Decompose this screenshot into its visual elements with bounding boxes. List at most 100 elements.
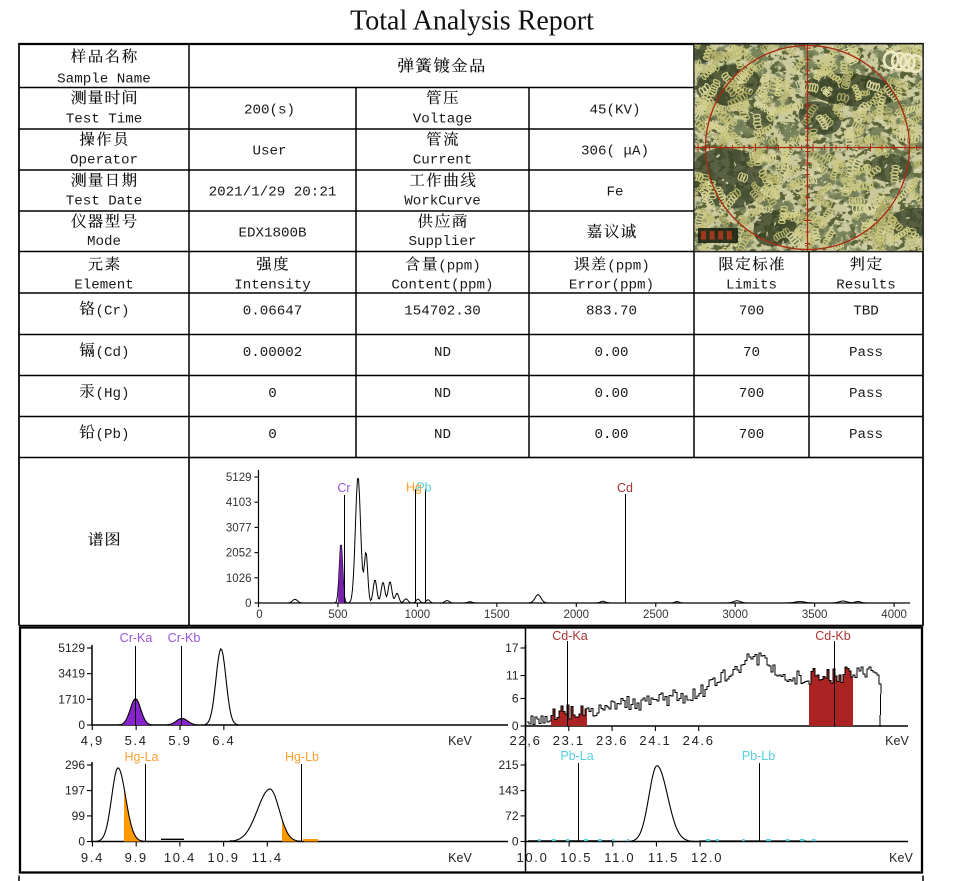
svg-text:5129: 5129 <box>226 472 252 484</box>
svg-text:Limits: Limits <box>726 277 777 293</box>
svg-text:200(s): 200(s) <box>244 102 295 118</box>
svg-text:Sample Name: Sample Name <box>57 72 151 88</box>
svg-text:4103: 4103 <box>226 497 252 509</box>
svg-text:ND: ND <box>434 345 451 361</box>
svg-text:0: 0 <box>256 609 262 621</box>
svg-text:TBD: TBD <box>853 303 879 319</box>
svg-text:Test Time: Test Time <box>66 112 143 128</box>
svg-text:700: 700 <box>739 386 765 402</box>
svg-text:(ppm): (ppm) <box>438 259 481 275</box>
svg-text:11.0: 11.0 <box>604 850 635 865</box>
svg-text:0.06647: 0.06647 <box>243 303 303 319</box>
svg-text:1000: 1000 <box>405 609 431 621</box>
svg-text:0: 0 <box>78 835 85 849</box>
svg-text:0: 0 <box>245 598 251 610</box>
svg-text:EDX1800B: EDX1800B <box>238 225 306 241</box>
svg-text:1026: 1026 <box>226 573 252 585</box>
svg-text:Cd-Kb: Cd-Kb <box>815 629 850 643</box>
svg-text:WorkCurve: WorkCurve <box>404 194 481 210</box>
svg-text:Pass: Pass <box>849 345 883 361</box>
svg-text:5129: 5129 <box>58 641 85 655</box>
svg-text:9.9: 9.9 <box>125 850 148 865</box>
svg-text:Total Analysis Report: Total Analysis Report <box>350 6 594 37</box>
svg-text:Mode: Mode <box>87 234 121 250</box>
svg-text:1500: 1500 <box>484 609 510 621</box>
svg-text:4,9: 4,9 <box>81 733 104 748</box>
svg-text:KeV: KeV <box>885 734 909 748</box>
svg-text:11.5: 11.5 <box>648 850 679 865</box>
svg-text:0.00: 0.00 <box>594 427 628 443</box>
svg-text:Operator: Operator <box>70 153 138 169</box>
svg-text:Hg: Hg <box>406 481 422 495</box>
svg-text:3500: 3500 <box>802 609 828 621</box>
svg-text:(ppm): (ppm) <box>607 259 650 275</box>
svg-text:5.9: 5.9 <box>168 733 191 748</box>
svg-text:Element: Element <box>74 277 134 293</box>
svg-text:0: 0 <box>268 386 277 402</box>
svg-text:3000: 3000 <box>722 609 748 621</box>
svg-text:1710: 1710 <box>58 692 85 706</box>
svg-text:10.4: 10.4 <box>164 850 196 865</box>
svg-text:22,6: 22,6 <box>509 733 541 748</box>
svg-text:(Pb): (Pb) <box>95 427 129 443</box>
svg-text:4000: 4000 <box>881 609 907 621</box>
svg-text:0: 0 <box>268 427 277 443</box>
svg-text:KeV: KeV <box>889 851 913 865</box>
svg-text:700: 700 <box>739 303 765 319</box>
svg-text:2500: 2500 <box>643 609 669 621</box>
svg-text:24.6: 24.6 <box>683 733 715 748</box>
svg-text:Cr: Cr <box>337 481 350 495</box>
svg-text:KeV: KeV <box>448 851 472 865</box>
svg-text:0: 0 <box>512 835 519 849</box>
svg-text:Current: Current <box>413 153 473 169</box>
svg-text:Results: Results <box>836 277 896 293</box>
svg-text:17: 17 <box>505 641 519 655</box>
svg-text:45(KV): 45(KV) <box>589 102 640 118</box>
svg-text:10.9: 10.9 <box>208 850 240 865</box>
svg-text:2021/1/29 20:21: 2021/1/29 20:21 <box>209 185 337 201</box>
svg-text:3077: 3077 <box>226 522 252 534</box>
svg-text:306( μA): 306( μA) <box>581 144 649 160</box>
svg-text:3419: 3419 <box>58 667 85 681</box>
svg-text:ND: ND <box>434 427 451 443</box>
svg-text:Content(ppm): Content(ppm) <box>391 277 493 293</box>
svg-text:883.70: 883.70 <box>586 303 637 319</box>
svg-text:296: 296 <box>65 758 85 772</box>
svg-text:0: 0 <box>512 719 519 733</box>
svg-text:11.4: 11.4 <box>252 850 283 865</box>
svg-text:2000: 2000 <box>564 609 590 621</box>
svg-text:Cr-Kb: Cr-Kb <box>168 631 201 645</box>
svg-text:2052: 2052 <box>226 548 252 560</box>
svg-text:10.0: 10.0 <box>516 850 548 865</box>
svg-text:Cd: Cd <box>617 481 633 495</box>
svg-text:User: User <box>252 144 286 160</box>
svg-text:23.6: 23.6 <box>596 733 628 748</box>
svg-text:9.4: 9.4 <box>81 850 104 865</box>
svg-text:143: 143 <box>498 784 518 798</box>
svg-text:(Cd): (Cd) <box>95 345 129 361</box>
svg-text:Pass: Pass <box>849 386 883 402</box>
svg-text:Test Date: Test Date <box>66 194 143 210</box>
svg-text:ND: ND <box>434 386 451 402</box>
svg-text:Supplier: Supplier <box>408 234 476 250</box>
svg-text:700: 700 <box>739 427 765 443</box>
svg-text:Cr-Ka: Cr-Ka <box>120 631 153 645</box>
svg-text:Hg-Lb: Hg-Lb <box>285 750 319 764</box>
svg-text:0.00002: 0.00002 <box>243 345 303 361</box>
svg-text:0.00: 0.00 <box>594 345 628 361</box>
svg-text:Fe: Fe <box>606 185 623 201</box>
svg-text:12.0: 12.0 <box>691 850 723 865</box>
svg-text:0.00: 0.00 <box>594 386 628 402</box>
svg-text:Error(ppm): Error(ppm) <box>569 277 654 293</box>
svg-text:(Cr): (Cr) <box>95 303 129 319</box>
svg-text:6: 6 <box>512 691 519 705</box>
svg-text:5.4: 5.4 <box>125 733 148 748</box>
svg-text:0: 0 <box>78 718 85 732</box>
svg-text:Intensity: Intensity <box>234 277 311 293</box>
svg-text:6.4: 6.4 <box>212 733 235 748</box>
svg-text:197: 197 <box>65 784 85 798</box>
svg-text:72: 72 <box>505 809 519 823</box>
svg-text:215: 215 <box>498 758 518 772</box>
svg-text:99: 99 <box>72 809 86 823</box>
svg-text:Cd-Ka: Cd-Ka <box>552 629 587 643</box>
